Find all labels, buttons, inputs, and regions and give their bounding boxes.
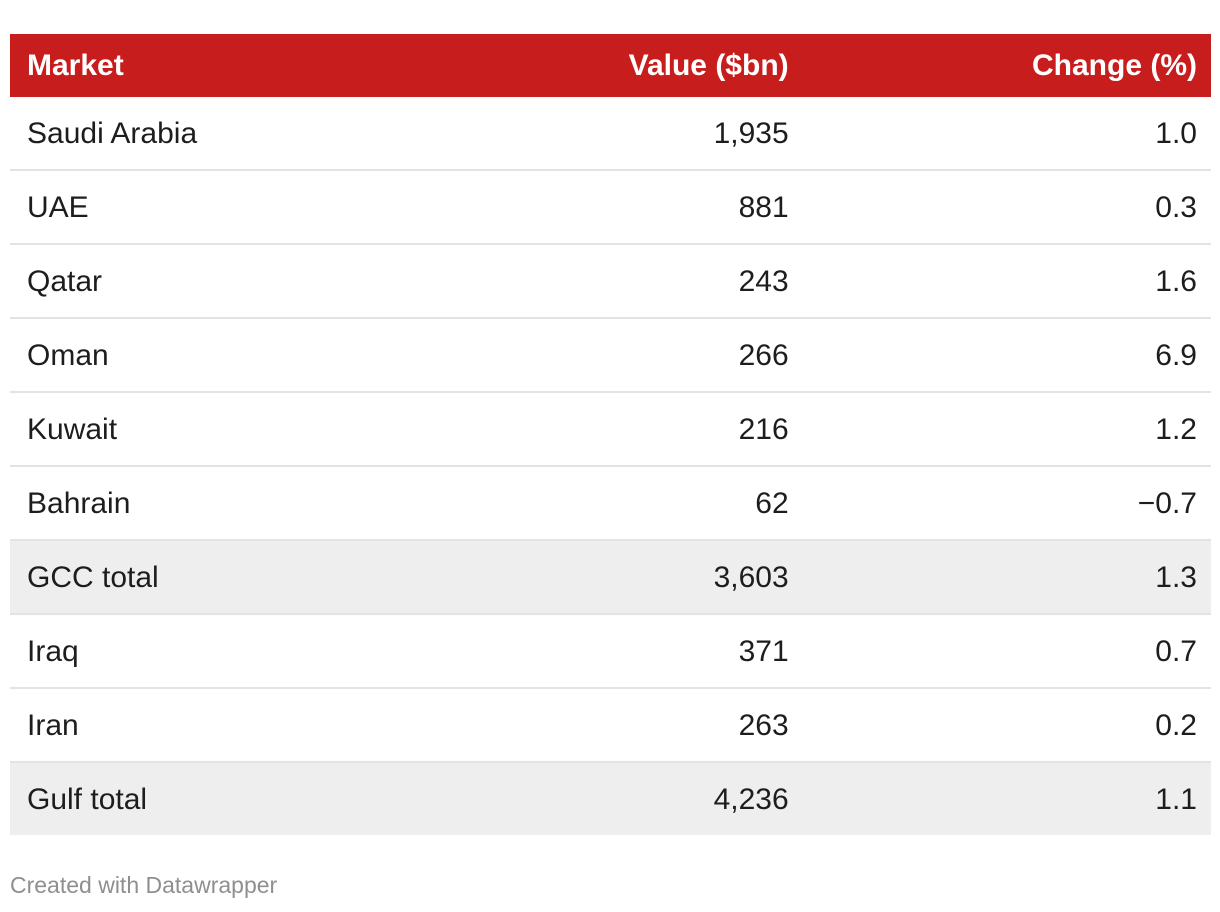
market-cell: Saudi Arabia [10,97,491,170]
change-cell: 0.2 [802,687,1211,762]
data-table: Market Value ($bn) Change (%) Saudi Arab… [10,34,1211,835]
table-row: Kuwait 216 1.2 [10,391,1211,466]
market-cell: Gulf total [10,761,491,835]
market-cell: Iraq [10,613,491,688]
change-cell: −0.7 [802,465,1211,540]
value-cell: 243 [490,243,803,318]
table-row: Oman 266 6.9 [10,317,1211,392]
column-header-value: Value ($bn) [490,34,803,97]
market-cell: GCC total [10,539,491,614]
change-cell: 1.0 [802,97,1211,170]
value-cell: 266 [490,317,803,392]
value-cell: 1,935 [490,97,803,170]
change-cell: 1.1 [802,761,1211,835]
value-cell: 62 [490,465,803,540]
table-row: UAE 881 0.3 [10,169,1211,244]
table-row: Iraq 371 0.7 [10,613,1211,688]
change-cell: 0.7 [802,613,1211,688]
table-row: GCC total 3,603 1.3 [10,539,1211,614]
market-cell: Oman [10,317,491,392]
table-row: Iran 263 0.2 [10,687,1211,762]
table-row: Qatar 243 1.6 [10,243,1211,318]
value-cell: 881 [490,169,803,244]
market-cell: Iran [10,687,491,762]
column-header-market: Market [10,34,491,97]
change-cell: 6.9 [802,317,1211,392]
value-cell: 216 [490,391,803,466]
table-header: Market Value ($bn) Change (%) [10,34,1211,97]
table-row: Saudi Arabia 1,935 1.0 [10,97,1211,170]
market-cell: Qatar [10,243,491,318]
header-row: Market Value ($bn) Change (%) [10,34,1211,97]
market-cell: Bahrain [10,465,491,540]
market-cell: UAE [10,169,491,244]
datawrapper-credit-link[interactable]: Created with Datawrapper [10,872,278,898]
value-cell: 263 [490,687,803,762]
change-cell: 0.3 [802,169,1211,244]
table-row: Gulf total 4,236 1.1 [10,761,1211,835]
table-row: Bahrain 62 −0.7 [10,465,1211,540]
table-body: Saudi Arabia 1,935 1.0 UAE 881 0.3 Qatar… [10,97,1211,835]
change-cell: 1.6 [802,243,1211,318]
change-cell: 1.2 [802,391,1211,466]
value-cell: 4,236 [490,761,803,835]
value-cell: 371 [490,613,803,688]
value-cell: 3,603 [490,539,803,614]
column-header-change: Change (%) [802,34,1211,97]
table-container: Market Value ($bn) Change (%) Saudi Arab… [10,34,1211,835]
market-cell: Kuwait [10,391,491,466]
change-cell: 1.3 [802,539,1211,614]
